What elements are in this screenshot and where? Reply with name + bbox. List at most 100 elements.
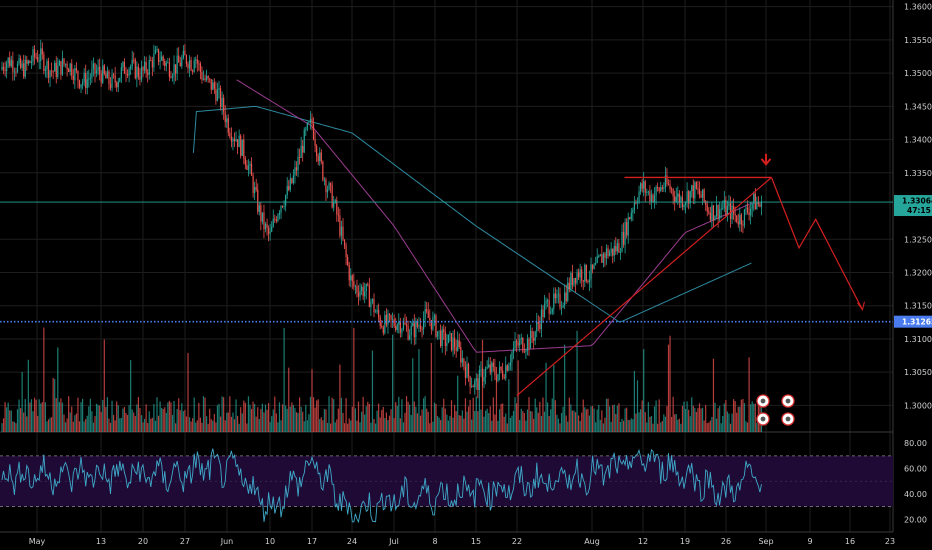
candle-body (350, 275, 352, 281)
candle-body (757, 202, 759, 205)
volume-bar (557, 418, 560, 432)
candle-body (599, 254, 601, 257)
candle-body (723, 200, 725, 209)
volume-bar (147, 423, 149, 432)
volume-bar (218, 403, 220, 432)
candle-body (92, 63, 95, 69)
volume-bar (178, 398, 180, 432)
volume-bar (571, 410, 573, 432)
support-level-tag[interactable] (894, 315, 932, 328)
volume-bar (131, 409, 133, 432)
volume-bar (712, 358, 715, 432)
candle-body (522, 337, 524, 352)
candle-body (136, 66, 138, 79)
volume-bar (285, 405, 287, 432)
volume-bar (187, 352, 189, 432)
volume-bar (477, 411, 479, 432)
volume-bar (77, 397, 79, 432)
candle-body (458, 340, 460, 347)
volume-bar (235, 399, 237, 432)
candle-body (37, 57, 39, 62)
candle-body (412, 322, 414, 327)
volume-bar (378, 403, 380, 432)
candle-body (82, 82, 84, 85)
volume-bar (601, 410, 603, 432)
candle-body (15, 71, 17, 73)
event-icons[interactable] (756, 394, 795, 426)
candle-body (46, 61, 48, 70)
volume-bar (117, 405, 119, 432)
candle-body (130, 66, 132, 70)
price-tick-label: 1.30000 (904, 401, 932, 410)
candle-body (254, 187, 256, 193)
volume-bar (209, 408, 211, 432)
support-level-value: 1.31265 (902, 318, 932, 327)
volume-bar (565, 415, 567, 432)
candle-body (94, 63, 96, 74)
volume-bar (498, 409, 501, 432)
candle-body (330, 183, 332, 186)
candle-body (643, 181, 645, 189)
candle-body (167, 62, 169, 64)
volume-bar (519, 419, 521, 432)
volume-bar (198, 402, 200, 432)
candle-body (41, 48, 43, 55)
volume-bar (591, 405, 594, 432)
volume-bar (703, 420, 705, 432)
candle-body (12, 60, 14, 72)
time-tick-label: 23 (885, 537, 895, 546)
volume-bar (644, 412, 646, 432)
candle-body (754, 193, 756, 210)
volume-bar (333, 399, 335, 432)
candle-body (726, 206, 728, 216)
volume-bar (413, 401, 415, 432)
candle-body (111, 74, 113, 88)
current-price-tag[interactable] (894, 195, 932, 217)
candle-body (560, 307, 563, 309)
candle-body (672, 189, 674, 197)
candle-body (347, 257, 349, 265)
candle-body (638, 191, 640, 202)
candle-body (286, 186, 288, 196)
candle-body (630, 212, 632, 220)
rising-trendline[interactable] (516, 176, 772, 396)
candle-body (30, 61, 33, 63)
time-axis[interactable]: May 13 20 27 Jun 10 17 24 Jul 8 15 22 Aug 12 19 26 Sep 9 1… (29, 537, 895, 546)
candle-body (362, 286, 364, 297)
volume-bar (204, 397, 206, 432)
candle-body (193, 60, 195, 72)
candle-body (626, 222, 628, 236)
candle-body (734, 213, 736, 216)
price-scale[interactable]: 1.36000 1.35500 1.35000 1.34500 1.34000 1.335… (894, 3, 932, 525)
candle-body (478, 369, 480, 390)
candle-body (627, 217, 629, 236)
volume-bar (667, 344, 670, 432)
volume-bar (393, 418, 395, 432)
price-tick-label: 1.34000 (904, 136, 932, 145)
candle-body (140, 67, 143, 80)
candle-body (565, 292, 567, 301)
candle-body (316, 145, 318, 157)
candle-body (216, 90, 219, 101)
volume-bar (106, 397, 108, 432)
candle-body (246, 164, 248, 170)
volume-bar (407, 401, 409, 432)
volume-bar (647, 402, 649, 432)
candle-body (116, 82, 118, 88)
volume-bar (233, 419, 236, 432)
candle-body (605, 248, 608, 259)
projection-path[interactable] (770, 177, 862, 308)
candle-body (339, 215, 341, 236)
candle-body (257, 189, 259, 212)
candle-body (498, 366, 501, 374)
candle-body (63, 58, 65, 65)
candle-body (142, 67, 144, 71)
drawing-annotations[interactable] (516, 153, 865, 396)
candle-body (658, 188, 660, 191)
volume-bar (467, 406, 470, 432)
volume-bar (223, 397, 225, 432)
candle-body (407, 326, 409, 340)
